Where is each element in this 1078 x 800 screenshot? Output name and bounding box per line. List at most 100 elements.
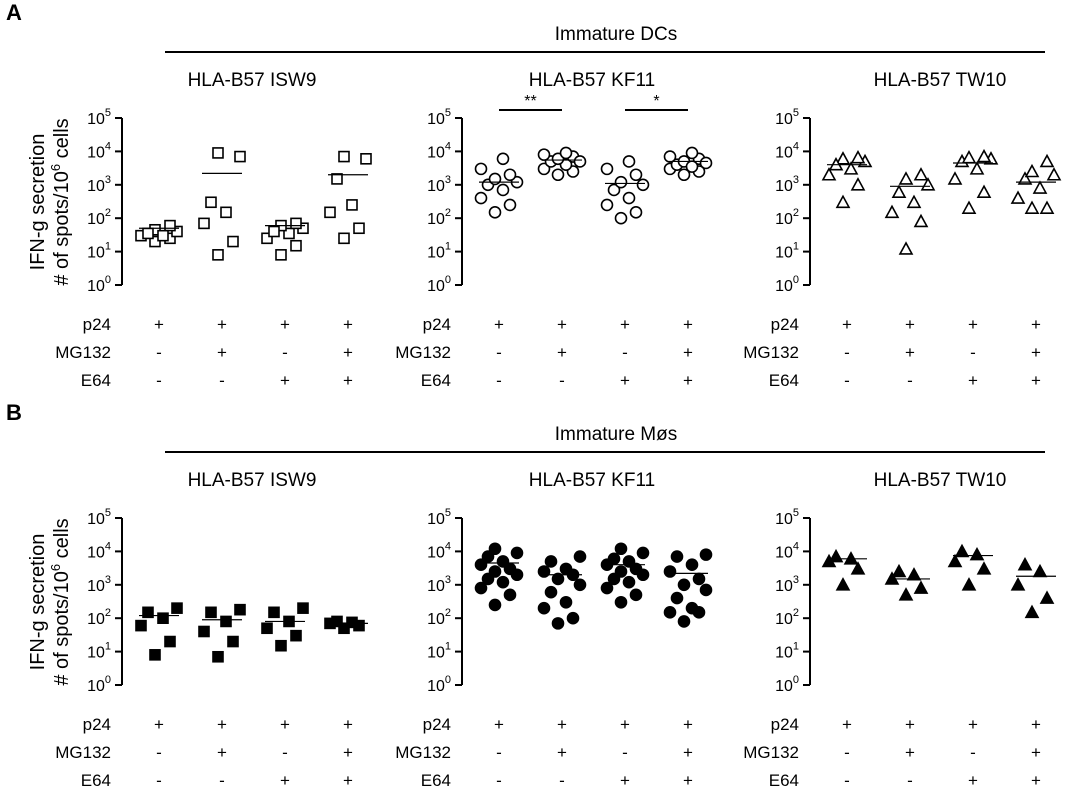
condition-symbol: - xyxy=(219,771,225,790)
y-tick-base: 10 xyxy=(775,278,793,295)
condition-symbol: - xyxy=(156,343,162,362)
data-point xyxy=(891,184,907,199)
condition-symbol: - xyxy=(622,743,628,762)
data-point xyxy=(198,625,210,638)
data-point xyxy=(607,552,621,566)
data-point xyxy=(261,622,273,635)
data-point xyxy=(920,177,936,191)
y-tick-base: 10 xyxy=(775,678,793,695)
data-point xyxy=(670,550,684,563)
panel-letter: B xyxy=(6,400,22,425)
condition-symbol: + xyxy=(557,343,567,362)
data-point xyxy=(629,562,643,576)
data-point xyxy=(353,222,365,235)
data-point xyxy=(614,175,628,189)
condition-label: MG132 xyxy=(395,743,451,762)
y-tick-label: 100 xyxy=(87,674,111,695)
y-axis-label-line1: IFN-g secretion xyxy=(27,534,49,671)
condition-label: E64 xyxy=(421,771,451,790)
y-tick-label: 103 xyxy=(775,174,799,195)
y-tick-label: 104 xyxy=(427,140,451,161)
data-point xyxy=(559,562,573,576)
data-point xyxy=(961,577,977,591)
condition-symbol: + xyxy=(842,715,852,734)
data-point xyxy=(573,578,587,592)
data-point xyxy=(164,219,176,232)
data-point xyxy=(149,649,161,661)
condition-label: p24 xyxy=(423,715,451,734)
data-point xyxy=(969,546,985,561)
data-point xyxy=(913,167,929,181)
condition-label: p24 xyxy=(771,315,799,334)
condition-symbol: - xyxy=(559,771,565,790)
data-point xyxy=(850,149,866,164)
y-tick-label: 102 xyxy=(87,607,111,628)
y-tick-base: 10 xyxy=(87,245,105,262)
data-point xyxy=(976,561,992,575)
data-point xyxy=(481,572,495,586)
condition-symbol: + xyxy=(905,715,915,734)
condition-label: E64 xyxy=(81,771,111,790)
y-axis-label-text: # of spots/10 xyxy=(51,571,73,686)
data-point xyxy=(976,148,992,163)
data-point xyxy=(205,606,217,619)
y-tick-label: 100 xyxy=(775,674,799,695)
data-point xyxy=(969,161,985,175)
data-point xyxy=(954,543,970,558)
y-tick-label: 104 xyxy=(87,140,111,161)
condition-symbol: - xyxy=(156,743,162,762)
condition-symbol: + xyxy=(343,715,353,734)
condition-symbol: + xyxy=(557,743,567,762)
y-tick-exponent: 0 xyxy=(105,274,111,286)
y-tick-exponent: 4 xyxy=(105,140,111,152)
data-point xyxy=(324,206,336,219)
data-point xyxy=(488,565,502,578)
y-tick-exponent: 5 xyxy=(445,507,451,519)
y-tick-base: 10 xyxy=(87,111,105,128)
data-point xyxy=(622,191,636,205)
condition-label: MG132 xyxy=(395,343,451,362)
data-point xyxy=(1039,153,1055,168)
data-point xyxy=(622,555,636,568)
y-tick-exponent: 4 xyxy=(793,140,799,152)
data-point xyxy=(607,572,621,586)
data-point xyxy=(600,581,614,595)
y-axis-label-tail: cells xyxy=(51,118,73,164)
data-point xyxy=(636,178,650,192)
data-point xyxy=(947,553,963,568)
data-point xyxy=(629,168,643,182)
y-tick-exponent: 3 xyxy=(445,174,451,186)
condition-symbol: - xyxy=(496,771,502,790)
condition-symbol: + xyxy=(343,743,353,762)
y-tick-exponent: 2 xyxy=(445,607,451,619)
data-point xyxy=(551,617,565,630)
data-point xyxy=(677,168,691,182)
data-point xyxy=(157,229,169,242)
y-tick-exponent: 1 xyxy=(105,241,111,253)
y-tick-label: 103 xyxy=(87,574,111,595)
condition-label: MG132 xyxy=(55,743,111,762)
data-point xyxy=(835,194,851,209)
y-tick-label: 105 xyxy=(427,107,451,128)
y-tick-label: 102 xyxy=(775,607,799,628)
condition-symbol: + xyxy=(280,771,290,790)
condition-label: E64 xyxy=(769,771,799,790)
data-point xyxy=(227,635,239,648)
condition-symbol: + xyxy=(343,343,353,362)
y-tick-label: 102 xyxy=(775,207,799,228)
y-tick-base: 10 xyxy=(775,211,793,228)
data-point xyxy=(488,598,502,612)
y-tick-base: 10 xyxy=(427,511,445,528)
y-tick-label: 103 xyxy=(427,574,451,595)
data-point xyxy=(559,595,573,609)
y-tick-base: 10 xyxy=(427,144,445,161)
data-point xyxy=(346,616,358,629)
data-point xyxy=(346,199,358,211)
data-point xyxy=(142,606,154,619)
y-tick-label: 101 xyxy=(775,641,799,662)
data-point xyxy=(331,615,343,628)
y-tick-exponent: 4 xyxy=(793,540,799,552)
data-point xyxy=(537,601,551,615)
y-tick-label: 101 xyxy=(427,641,451,662)
